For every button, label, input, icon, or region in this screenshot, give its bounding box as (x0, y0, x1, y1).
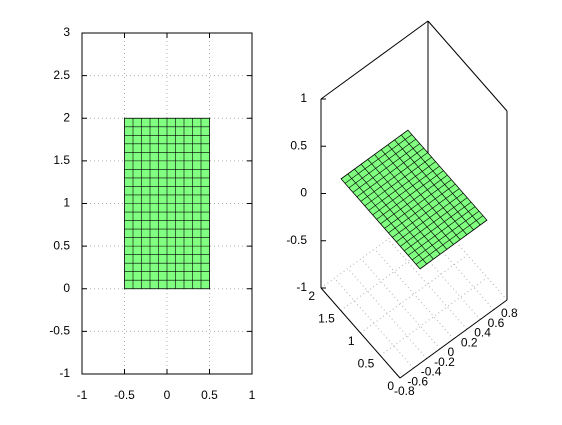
y-tick-label: 1.5 (318, 312, 335, 326)
x-tick-label: 0.6 (488, 316, 505, 330)
box-edge (320, 20, 429, 100)
mesh-line (348, 138, 417, 189)
mesh-line (400, 197, 468, 247)
x-tick-label: -1 (77, 388, 88, 402)
y-tick-label: 3 (63, 25, 70, 39)
x-tick-label: 0.4 (474, 326, 491, 340)
mesh-line (372, 165, 440, 216)
mesh-line (344, 134, 413, 184)
box-edge (320, 287, 401, 379)
y-tick-label: 0.5 (53, 238, 70, 252)
x-tick-label: -0.2 (434, 355, 455, 369)
y-tick-label: 2.5 (53, 68, 70, 82)
mesh-line (356, 147, 424, 198)
y-tick-label: 2 (63, 110, 70, 124)
box-edge (399, 299, 508, 379)
grid-line (360, 254, 468, 334)
y-tick-label: 1 (348, 334, 355, 348)
mesh-line (396, 192, 464, 243)
mesh-line (388, 183, 456, 234)
x-tick-label: 0 (448, 345, 455, 359)
x-tick-label: -0.5 (114, 388, 135, 402)
y-tick-label: 0 (387, 379, 394, 393)
x-tick-label: 0.2 (461, 335, 478, 349)
mesh-line (392, 188, 460, 238)
y-tick-label: 0.5 (358, 357, 375, 371)
y-tick-label: 2 (308, 289, 315, 303)
z-tick-label: -1 (296, 280, 307, 294)
mesh-line (352, 143, 420, 193)
mesh-line (384, 179, 452, 229)
mesh-line (380, 174, 448, 225)
mesh-line (376, 170, 444, 220)
x-tick-label: 0.8 (501, 306, 518, 320)
box-edge (427, 20, 508, 112)
mesh-line (404, 201, 472, 252)
mesh-line (411, 210, 480, 261)
y-tick-label: 1.5 (53, 153, 70, 167)
y-tick-label: 1 (63, 196, 70, 210)
plot-frame (81, 32, 253, 375)
x-tick-label: 0.5 (201, 388, 218, 402)
y-tick-label: 0 (63, 281, 70, 295)
mesh-line (360, 152, 428, 202)
z-tick-label: 1 (300, 91, 307, 105)
x-tick-label: -0.8 (394, 384, 415, 398)
mesh-line (368, 161, 436, 211)
x-tick-label: -0.6 (407, 374, 428, 388)
z-tick-label: 0 (300, 186, 307, 200)
mesh-line (364, 156, 432, 207)
mesh-line (408, 206, 476, 256)
y-tick-label: -0.5 (49, 324, 70, 338)
y-tick-label: -1 (59, 366, 70, 380)
z-tick-label: -0.5 (286, 233, 307, 247)
grid-line (347, 268, 428, 359)
grid-line (360, 258, 441, 350)
mesh-line (415, 215, 484, 265)
x-tick-label: 1 (249, 388, 256, 402)
z-tick-label: 0.5 (290, 138, 307, 152)
x-tick-label: -0.4 (421, 365, 442, 379)
x-tick-label: 0 (164, 388, 171, 402)
